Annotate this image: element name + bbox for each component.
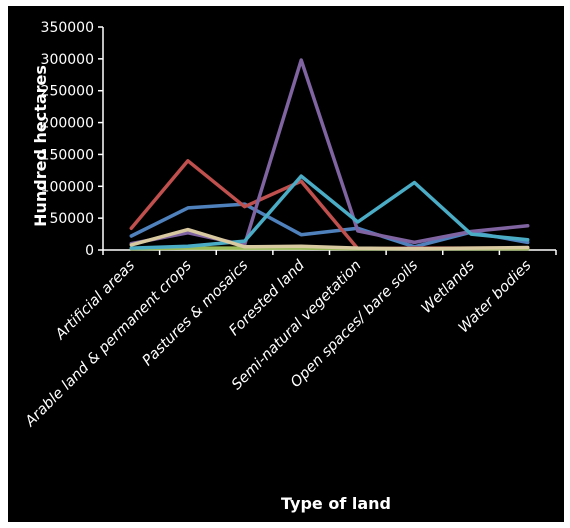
series-line-6 <box>129 227 530 251</box>
x-axis <box>102 249 557 255</box>
chart-panel: 0 50000 100000 150000 200000 250000 300000 3500… <box>8 6 564 522</box>
series-line-5 <box>129 174 530 250</box>
y-tick-label: 50000 <box>49 211 94 227</box>
y-tick-label: 250000 <box>41 84 94 100</box>
x-axis-title: Type of land <box>281 494 391 513</box>
y-axis-title: Hundred hectares <box>31 65 50 227</box>
x-category-label: Wetlands <box>419 257 479 317</box>
line-chart: 0 50000 100000 150000 200000 250000 300000 3500… <box>22 20 557 513</box>
y-tick-label: 150000 <box>41 147 94 163</box>
y-tick-label: 0 <box>85 243 94 259</box>
series-line-4 <box>129 58 530 247</box>
series-line-2 <box>129 159 530 251</box>
series-lines <box>129 58 530 251</box>
y-tick-label: 350000 <box>41 20 94 36</box>
x-category-label: Pastures & mosaics <box>140 257 252 369</box>
series-line-1 <box>129 202 530 249</box>
y-tick-label: 300000 <box>41 52 94 68</box>
y-tick-label: 100000 <box>41 179 94 195</box>
y-tick-label: 200000 <box>41 116 94 132</box>
y-tick-labels: 0 50000 100000 150000 200000 250000 300000 3500… <box>41 20 103 259</box>
